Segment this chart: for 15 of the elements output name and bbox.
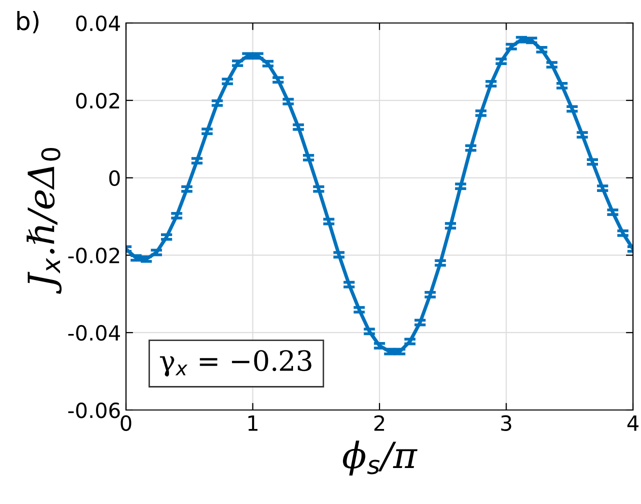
y-tick-label: -0.06: [68, 402, 120, 418]
y-tick-label: 0.02: [76, 92, 120, 109]
x-tick-label: 4: [627, 416, 638, 431]
y-tick-label: -0.04: [68, 325, 120, 341]
x-tick-label: 1: [248, 416, 258, 431]
y-axis-title: J$_{x}$.ℏ/eΔ$_{0}$: [26, 148, 62, 294]
y-tick-label: 0: [109, 170, 120, 186]
x-axis-title: ϕ$_{s}$/π: [342, 440, 418, 476]
y-tick-label: -0.02: [68, 248, 120, 264]
x-tick-label: 3: [501, 415, 512, 431]
annotation: γ$_{x}$ = −0.23: [160, 350, 312, 377]
x-tick-label: 2: [374, 415, 384, 431]
text: b): [17, 11, 38, 34]
x-tick-label: 0: [120, 415, 132, 431]
y-tick-label: 0.04: [76, 15, 120, 32]
